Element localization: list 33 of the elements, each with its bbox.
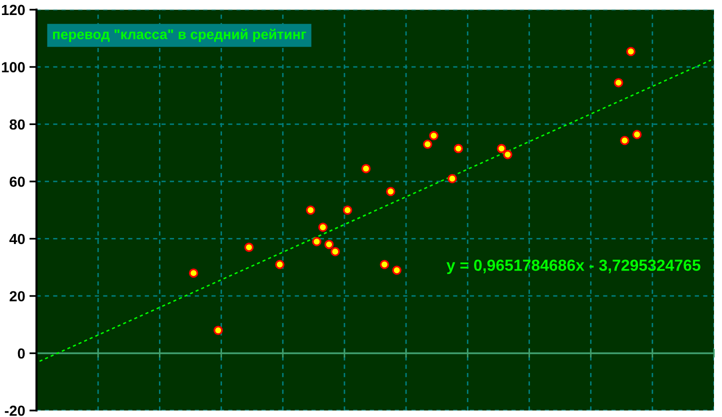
point (496, 144, 506, 154)
point (429, 131, 438, 140)
text: перевод "класса" в средний рейтинг (53, 28, 306, 42)
point (380, 260, 390, 270)
y-tick-label: -20 (4, 406, 25, 416)
point (330, 246, 340, 256)
point (614, 78, 624, 88)
y-tick-label: 120 (2, 4, 25, 16)
y-tick-label: 0 (18, 348, 25, 359)
y-tick-label: 60 (10, 176, 25, 187)
point (620, 136, 630, 146)
point (448, 174, 457, 184)
point (361, 164, 371, 174)
point (188, 268, 198, 278)
point (632, 130, 642, 140)
point (214, 326, 223, 335)
point (318, 222, 328, 232)
point (392, 266, 402, 275)
y-tick-label: 100 (2, 62, 25, 72)
point (312, 236, 322, 246)
point (306, 205, 316, 215)
point (275, 260, 284, 270)
y-tick-label: 20 (10, 291, 25, 302)
y-tick-label: 80 (10, 119, 25, 130)
point (503, 150, 512, 160)
point (324, 240, 334, 250)
point (626, 46, 636, 56)
point (342, 205, 352, 215)
point (454, 144, 464, 154)
point (422, 140, 432, 149)
point (386, 186, 396, 196)
point (244, 242, 254, 252)
y-tick-label: 40 (9, 234, 25, 244)
